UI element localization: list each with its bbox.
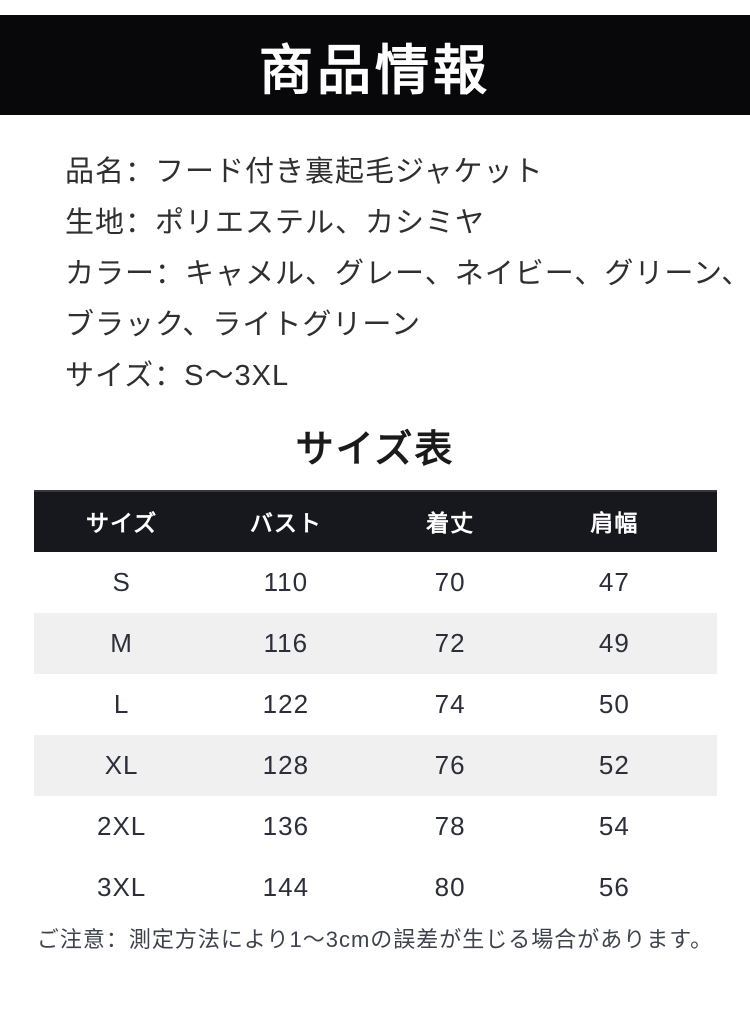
- page-title: 商品情報: [259, 40, 491, 101]
- product-info-block: 品名：フード付き裏起毛ジャケット 生地：ポリエステル、カシミヤ カラー：キャメル…: [65, 147, 750, 402]
- table-cell: 78: [434, 811, 466, 841]
- size-table-header-cell: 肩幅: [590, 510, 639, 536]
- table-cell: 80: [434, 872, 466, 902]
- table-cell: 70: [434, 567, 466, 597]
- section-header-banner: 商品情報: [0, 15, 750, 115]
- color-line-2: ブラック、ライトグリーン: [65, 309, 421, 341]
- size-table: サイズ バスト 着丈 肩幅 S 110 70 47 M 116 72 49 L 122 74 50 XL 128…: [33, 490, 717, 918]
- table-cell: 52: [598, 750, 630, 780]
- table-cell: M: [110, 628, 133, 658]
- table-cell: 47: [598, 567, 630, 597]
- table-cell: 116: [263, 628, 309, 658]
- table-row: XL 128 76 52: [33, 735, 717, 796]
- table-cell: 49: [598, 628, 630, 658]
- table-cell: 54: [598, 811, 630, 841]
- size-table-header-cell: 着丈: [426, 510, 475, 536]
- table-cell: 2XL: [96, 811, 147, 841]
- table-cell: L: [113, 689, 130, 719]
- fabric-line: 生地：ポリエステル、カシミヤ: [65, 207, 486, 239]
- table-cell: S: [112, 567, 131, 597]
- table-cell: XL: [104, 750, 139, 780]
- table-cell: 56: [598, 872, 630, 902]
- table-cell: 3XL: [96, 872, 147, 902]
- size-table-header-cell: バスト: [249, 510, 322, 536]
- table-cell: 74: [434, 689, 466, 719]
- table-cell: 72: [434, 628, 466, 658]
- size-table-header-cell: サイズ: [85, 510, 158, 536]
- size-chart-title: サイズ表: [295, 429, 455, 471]
- table-row: L 122 74 50: [34, 674, 717, 735]
- measurement-note: ご注意：測定方法により1〜3cmの誤差が生じる場合があります。: [36, 927, 714, 952]
- table-cell: 122: [262, 689, 310, 719]
- table-cell: 110: [263, 567, 309, 597]
- table-row: S 110 70 47: [34, 552, 717, 613]
- product-info-page: 商品情報 品名：フード付き裏起毛ジャケット 生地：ポリエステル、カシミヤ カラー…: [0, 15, 750, 1009]
- table-row: M 116 72 49: [33, 613, 717, 674]
- table-row: 2XL 136 78 54: [34, 796, 717, 857]
- color-line-1: カラー：キャメル、グレー、ネイビー、グリーン、: [65, 258, 750, 290]
- table-cell: 136: [262, 811, 310, 841]
- size-table-body: S 110 70 47 M 116 72 49 L 122 74 50 XL 128 76 52 2XL 136 7…: [33, 552, 717, 918]
- table-row: 3XL 144 80 56: [34, 857, 717, 918]
- table-cell: 76: [434, 750, 466, 780]
- table-cell: 128: [262, 750, 310, 780]
- product-name-line: 品名：フード付き裏起毛ジャケット: [65, 156, 544, 188]
- size-range-line: サイズ：S〜3XL: [65, 360, 290, 392]
- size-table-header-row: サイズ バスト 着丈 肩幅: [33, 490, 717, 552]
- table-cell: 144: [262, 872, 310, 902]
- table-cell: 50: [598, 689, 630, 719]
